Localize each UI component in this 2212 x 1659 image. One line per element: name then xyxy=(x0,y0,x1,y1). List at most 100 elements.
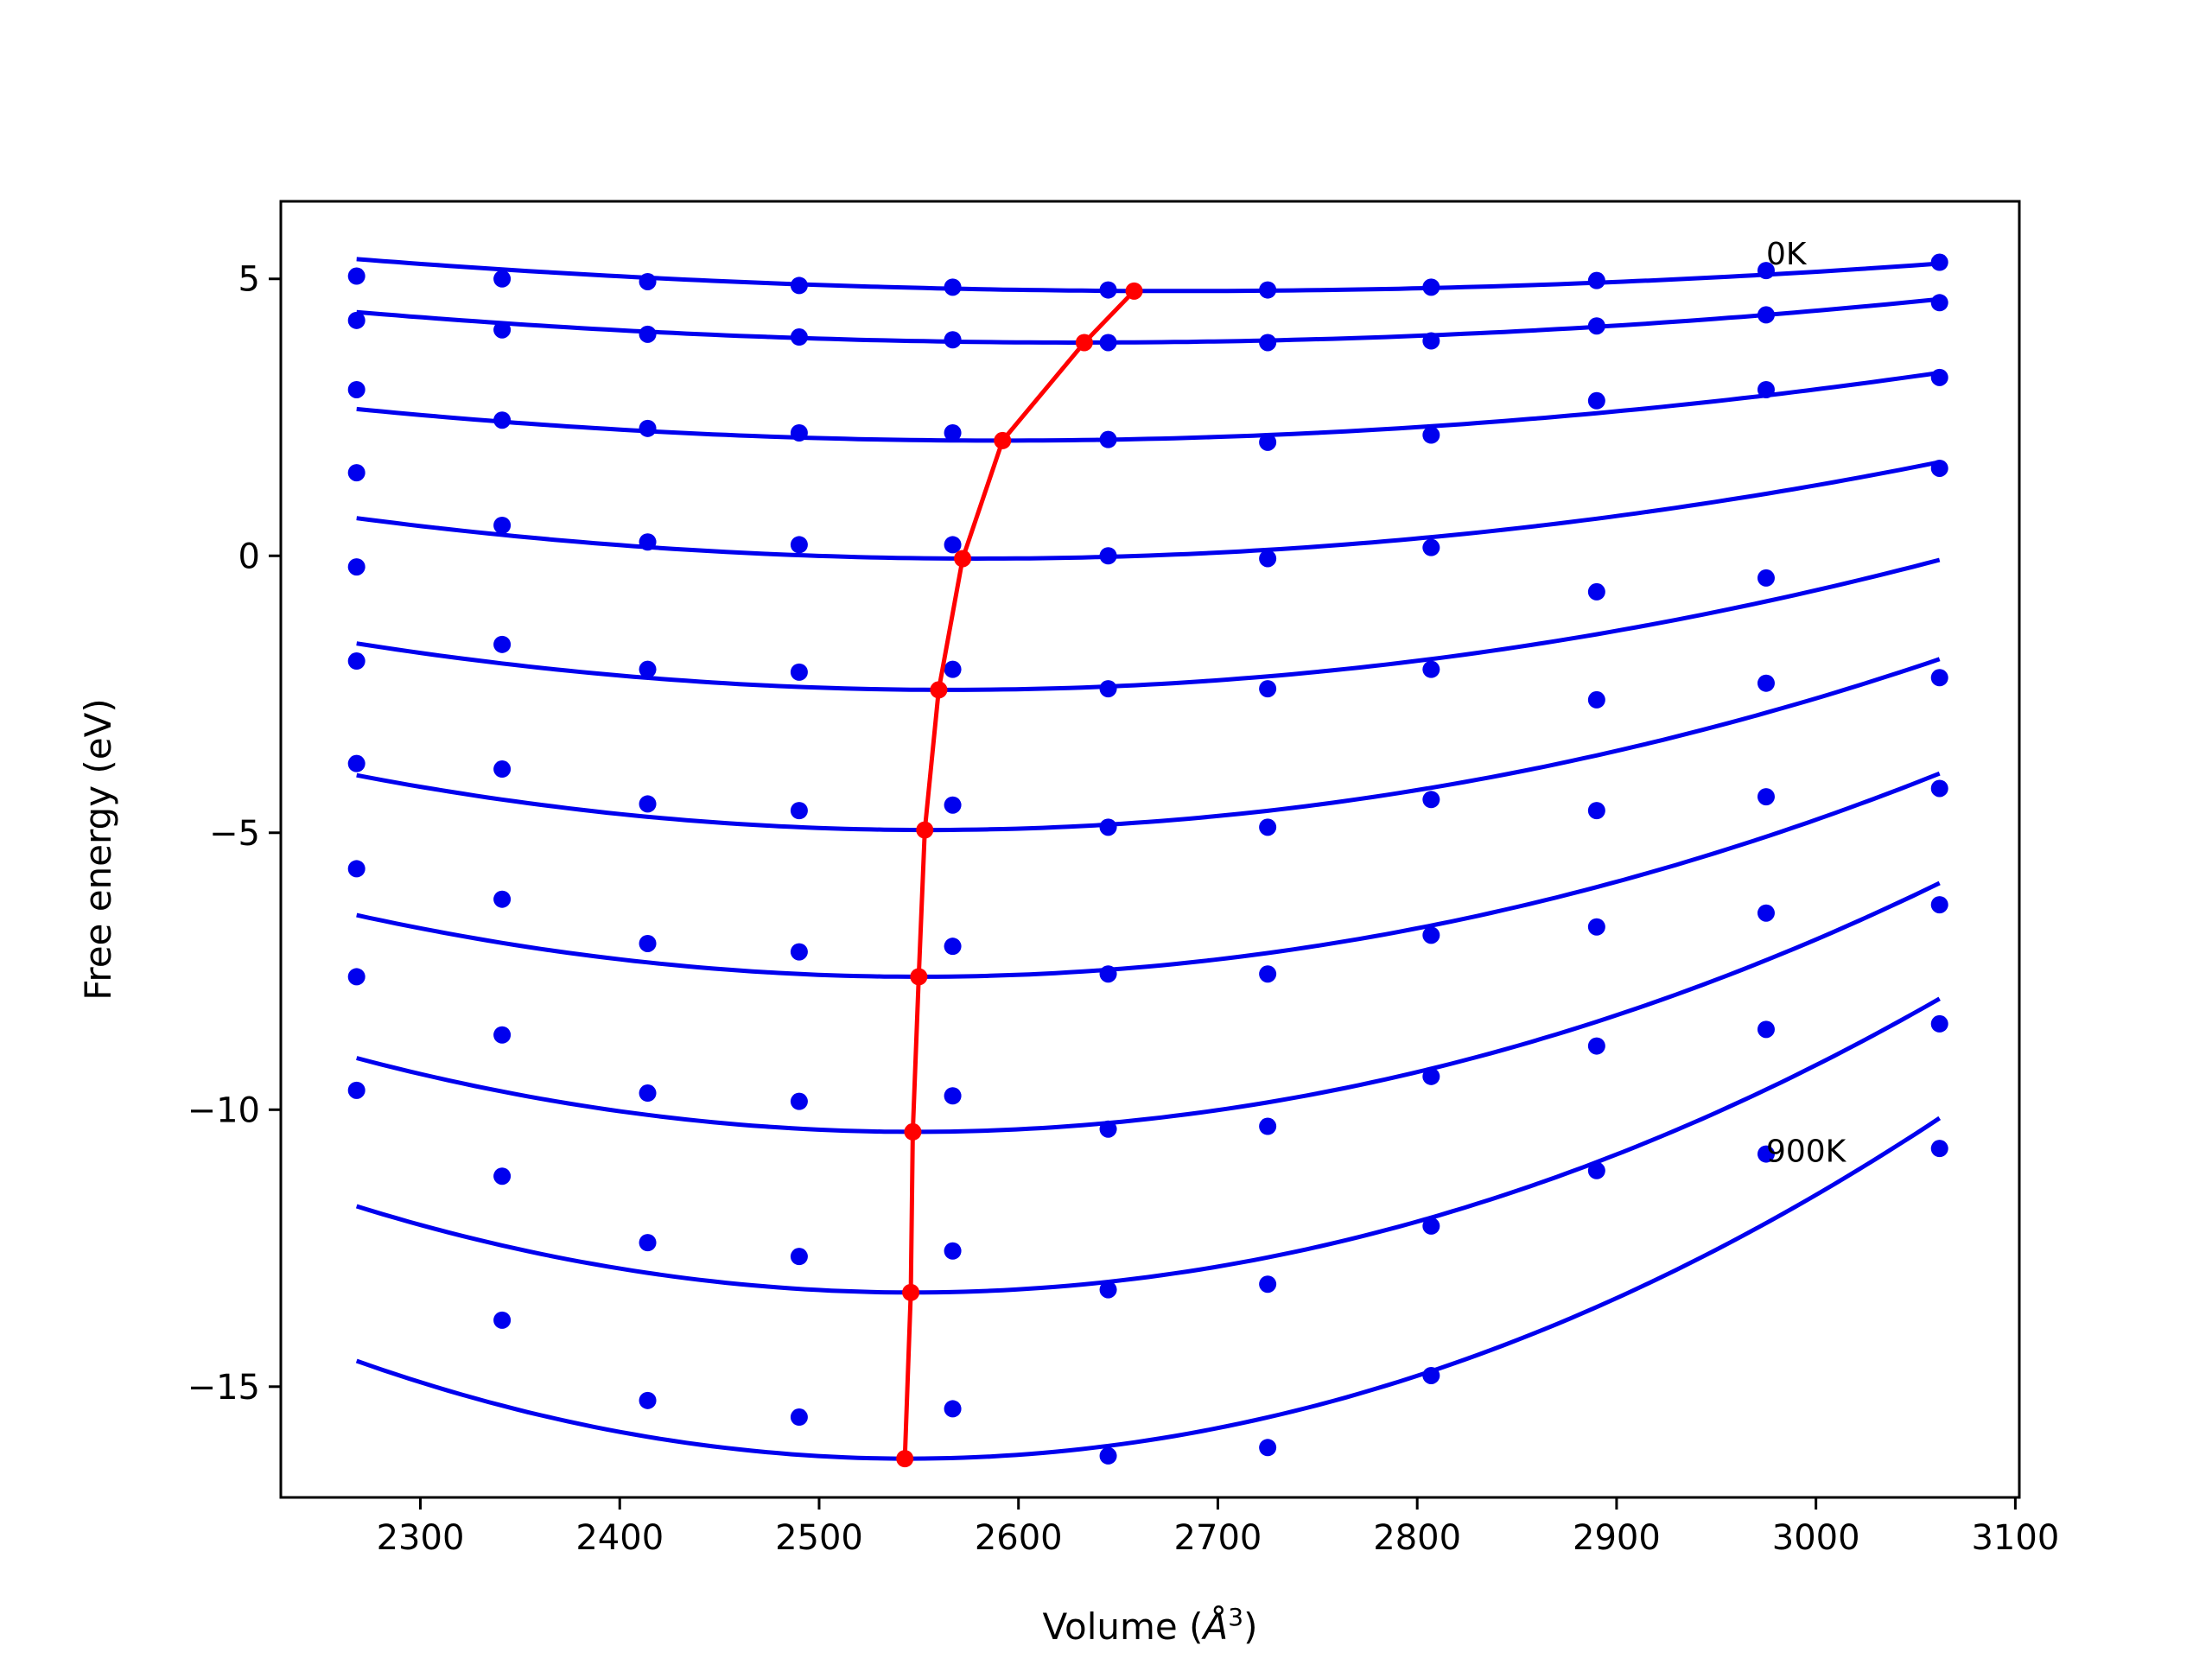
data-point xyxy=(1259,1275,1277,1294)
data-point xyxy=(1930,294,1948,312)
data-point xyxy=(639,419,657,437)
x-tick-label: 2800 xyxy=(1373,1518,1461,1558)
data-point xyxy=(1757,904,1775,922)
data-point xyxy=(944,536,962,554)
data-point xyxy=(1757,380,1775,398)
data-point xyxy=(347,968,365,986)
data-point xyxy=(639,795,657,813)
equilibrium-path xyxy=(902,289,1136,1459)
data-point xyxy=(493,760,512,779)
data-point xyxy=(1259,818,1277,836)
fit-curve-6 xyxy=(356,657,1941,833)
data-point xyxy=(1422,332,1440,350)
data-point xyxy=(1587,391,1605,410)
data-point xyxy=(1587,802,1605,820)
data-point xyxy=(790,328,808,346)
equilibrium-point xyxy=(916,821,934,839)
data-point xyxy=(1757,569,1775,587)
data-point xyxy=(944,1242,962,1260)
fit-curve-4 xyxy=(356,460,1941,562)
data-point xyxy=(1422,1067,1440,1085)
x-tick-label: 2400 xyxy=(575,1518,664,1558)
x-tick-label: 3000 xyxy=(1772,1518,1860,1558)
data-point xyxy=(1259,1117,1277,1135)
data-point xyxy=(1259,965,1277,983)
data-point xyxy=(1422,926,1440,944)
data-point xyxy=(1930,779,1948,798)
y-tick-label: −15 xyxy=(188,1368,260,1408)
data-point xyxy=(347,860,365,878)
equilibrium-point xyxy=(994,431,1012,449)
x-tick-label: 2900 xyxy=(1573,1518,1661,1558)
data-point xyxy=(1099,680,1117,698)
data-point xyxy=(1587,690,1605,709)
data-point xyxy=(1422,791,1440,809)
data-point xyxy=(790,423,808,442)
data-point xyxy=(639,934,657,952)
data-point xyxy=(493,1026,512,1044)
data-point xyxy=(1587,582,1605,601)
data-point xyxy=(1930,896,1948,914)
fit-curves xyxy=(355,257,1942,1461)
equilibrium-point xyxy=(930,681,948,699)
y-tick-label: −5 xyxy=(209,814,260,854)
annotation-label: 0K xyxy=(1766,237,1808,272)
y-tick-label: 5 xyxy=(238,260,260,300)
y-axis-label: Free energy (eV) xyxy=(77,698,119,1001)
plot-frame xyxy=(279,200,2021,1499)
data-point xyxy=(1422,538,1440,556)
data-point xyxy=(790,1248,808,1266)
data-point xyxy=(493,890,512,908)
data-point xyxy=(944,423,962,442)
data-point xyxy=(639,1391,657,1409)
data-point xyxy=(493,1311,512,1329)
equilibrium-point xyxy=(904,1122,922,1141)
data-point xyxy=(1422,426,1440,444)
y-tick-label: −10 xyxy=(188,1090,260,1130)
x-tick-label: 2300 xyxy=(377,1518,465,1558)
equilibrium-point xyxy=(1125,282,1143,300)
data-point xyxy=(1930,253,1948,271)
data-point xyxy=(1099,547,1117,565)
data-points xyxy=(347,253,1948,1465)
fit-curve-3 xyxy=(356,370,1941,443)
data-point xyxy=(1259,550,1277,568)
x-tick-label: 2500 xyxy=(775,1518,863,1558)
x-tick-label: 2600 xyxy=(975,1518,1063,1558)
data-point xyxy=(1259,433,1277,451)
data-point xyxy=(493,517,512,534)
equilibrium-point xyxy=(910,968,928,986)
equilibrium-point xyxy=(902,1283,920,1301)
fit-curve-8 xyxy=(356,880,1941,1135)
annotation-label: 900K xyxy=(1766,1134,1847,1169)
data-point xyxy=(790,802,808,820)
annotations: 0K 900K xyxy=(1766,237,1847,1169)
data-point xyxy=(790,1408,808,1427)
data-point xyxy=(639,660,657,678)
equilibrium-point xyxy=(896,1450,914,1468)
data-point xyxy=(1757,262,1775,280)
data-point xyxy=(639,272,657,290)
data-point xyxy=(1587,317,1605,335)
data-point xyxy=(1422,278,1440,296)
data-point xyxy=(1259,334,1277,352)
data-point xyxy=(944,796,962,814)
data-point xyxy=(944,278,962,296)
data-point xyxy=(790,943,808,961)
x-axis-label: Volume (Å3) xyxy=(1043,1603,1258,1649)
data-point xyxy=(1099,281,1117,299)
data-point xyxy=(1757,674,1775,692)
data-point xyxy=(493,270,512,288)
data-point xyxy=(1757,1020,1775,1039)
data-point xyxy=(944,1400,962,1418)
data-point xyxy=(1930,368,1948,386)
data-point xyxy=(1422,1217,1440,1235)
data-point xyxy=(1587,918,1605,936)
data-point xyxy=(1930,1014,1948,1033)
data-point xyxy=(347,1081,365,1099)
data-point xyxy=(944,331,962,349)
data-point xyxy=(1099,1120,1117,1138)
data-point xyxy=(493,321,512,339)
data-point xyxy=(639,325,657,343)
